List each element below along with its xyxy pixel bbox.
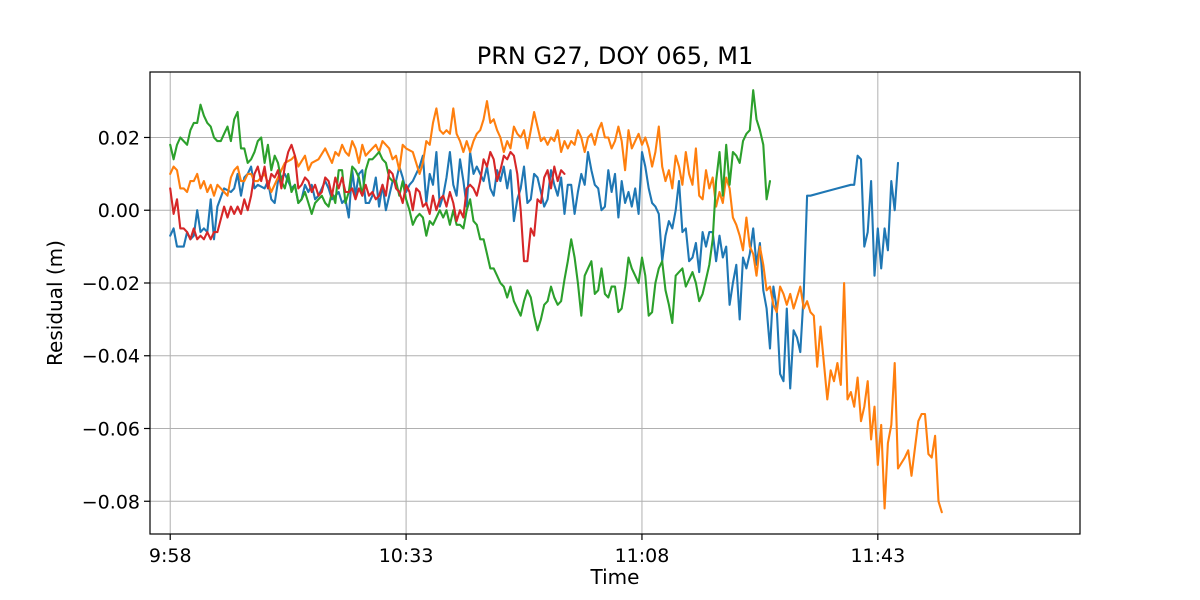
x-tick-label: 9:58 xyxy=(149,545,192,567)
y-tick-label: −0.08 xyxy=(82,491,140,513)
series-2-line xyxy=(169,100,943,514)
x-axis: 9:58 10:33 11:08 11:43 xyxy=(149,534,905,567)
x-axis-label: Time xyxy=(590,565,640,589)
y-tick-label: −0.02 xyxy=(82,273,140,295)
chart-title: PRN G27, DOY 065, M1 xyxy=(477,42,754,70)
y-axis: 0.02 0.00 −0.02 −0.04 −0.06 −0.08 xyxy=(82,127,150,513)
x-tick-label: 11:08 xyxy=(615,545,670,567)
y-axis-label: Residual (m) xyxy=(43,240,67,366)
series-3-line xyxy=(169,89,772,332)
series-group xyxy=(169,89,943,514)
y-tick-label: −0.06 xyxy=(82,419,140,441)
y-tick-label: 0.00 xyxy=(98,200,140,222)
plot-frame xyxy=(149,71,1081,535)
y-tick-label: 0.02 xyxy=(98,127,140,149)
x-tick-label: 11:43 xyxy=(850,545,905,567)
y-tick-label: −0.04 xyxy=(82,346,140,368)
series-1-line xyxy=(169,150,900,390)
x-tick-label: 10:33 xyxy=(379,545,434,567)
series-4-line xyxy=(169,143,566,263)
